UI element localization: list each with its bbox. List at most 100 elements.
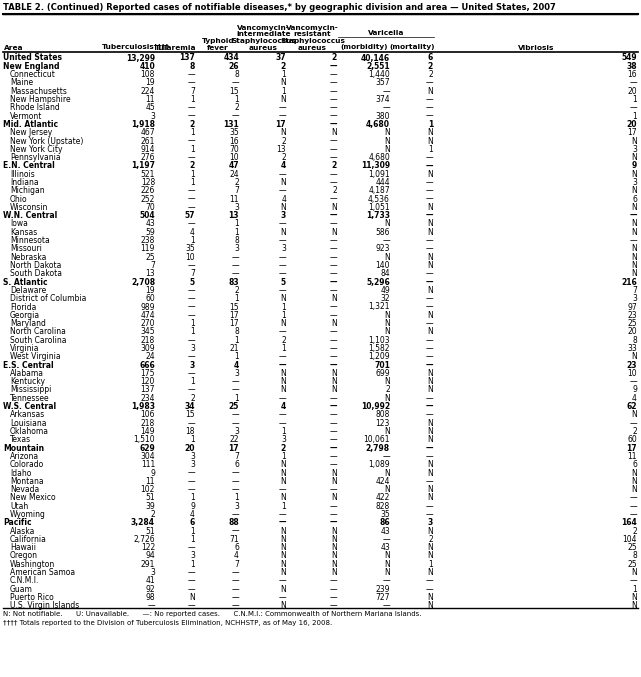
Text: 7: 7 <box>234 560 239 569</box>
Text: 1: 1 <box>190 535 195 544</box>
Text: (morbidity): (morbidity) <box>341 45 388 51</box>
Text: N: N <box>428 385 433 395</box>
Text: —: — <box>426 510 433 519</box>
Text: 1,582: 1,582 <box>369 344 390 353</box>
Text: 43: 43 <box>380 543 390 552</box>
Text: 7: 7 <box>150 261 155 270</box>
Text: Missouri: Missouri <box>10 244 42 253</box>
Text: 15: 15 <box>229 87 239 95</box>
Text: 17: 17 <box>628 128 637 137</box>
Text: 1,091: 1,091 <box>369 170 390 179</box>
Text: 1: 1 <box>190 128 195 137</box>
Text: 37: 37 <box>276 53 286 62</box>
Text: New York (Upstate): New York (Upstate) <box>10 137 83 146</box>
Text: 374: 374 <box>376 95 390 104</box>
Text: 4,680: 4,680 <box>366 120 390 129</box>
Text: 549: 549 <box>621 53 637 62</box>
Text: —: — <box>187 352 195 362</box>
Text: Connecticut: Connecticut <box>10 70 56 79</box>
Text: Maryland: Maryland <box>10 319 46 328</box>
Text: 9: 9 <box>150 468 155 477</box>
Text: N: N <box>331 477 337 486</box>
Text: 2: 2 <box>190 394 195 403</box>
Text: N: N <box>428 203 433 212</box>
Text: N: N <box>631 170 637 179</box>
Text: 13: 13 <box>276 145 286 154</box>
Text: —: — <box>329 137 337 146</box>
Text: —: — <box>187 286 195 295</box>
Text: Vancomycin-
intermediate
Staphylococcus
aureus: Vancomycin- intermediate Staphylococcus … <box>231 25 296 51</box>
Text: Typhoid
fever: Typhoid fever <box>202 38 235 51</box>
Text: —: — <box>383 535 390 544</box>
Text: N: N <box>631 186 637 195</box>
Text: —: — <box>231 418 239 428</box>
Text: 26: 26 <box>228 62 239 71</box>
Text: —: — <box>231 601 239 610</box>
Text: 6: 6 <box>632 460 637 469</box>
Text: 51: 51 <box>146 527 155 536</box>
Text: New England: New England <box>3 62 60 71</box>
Text: 1: 1 <box>632 112 637 121</box>
Text: 3: 3 <box>281 244 286 253</box>
Text: U.S. Virgin Islands: U.S. Virgin Islands <box>10 601 79 610</box>
Text: 137: 137 <box>140 385 155 395</box>
Text: 1: 1 <box>190 494 195 502</box>
Text: 1: 1 <box>190 527 195 536</box>
Text: —: — <box>278 236 286 245</box>
Text: —: — <box>231 527 239 536</box>
Text: 120: 120 <box>140 377 155 386</box>
Text: —: — <box>278 418 286 428</box>
Text: 18: 18 <box>185 427 195 436</box>
Text: N: N <box>631 410 637 419</box>
Text: —: — <box>329 253 337 262</box>
Text: 5,296: 5,296 <box>366 278 390 286</box>
Text: —: — <box>329 70 337 79</box>
Text: —: — <box>329 269 337 278</box>
Text: —: — <box>383 236 390 245</box>
Text: —: — <box>278 410 286 419</box>
Text: —: — <box>329 443 337 453</box>
Text: —: — <box>329 427 337 436</box>
Text: N: N <box>631 253 637 262</box>
Text: —: — <box>329 62 337 71</box>
Text: N: N <box>384 219 390 229</box>
Text: —: — <box>426 269 433 278</box>
Text: —: — <box>278 253 286 262</box>
Text: 5: 5 <box>190 278 195 286</box>
Text: Vancomycin-
resistant
Staphylococcus
aureus: Vancomycin- resistant Staphylococcus aur… <box>280 25 345 51</box>
Text: 3,284: 3,284 <box>131 519 155 527</box>
Text: Indiana: Indiana <box>10 178 38 187</box>
Text: Tuberculosis††††: Tuberculosis†††† <box>102 45 170 51</box>
Text: 6: 6 <box>632 194 637 204</box>
Text: 914: 914 <box>140 145 155 154</box>
Text: 1,051: 1,051 <box>369 203 390 212</box>
Text: 3: 3 <box>150 568 155 577</box>
Text: 467: 467 <box>140 128 155 137</box>
Text: Georgia: Georgia <box>10 311 40 320</box>
Text: Minnesota: Minnesota <box>10 236 50 245</box>
Text: —: — <box>426 502 433 510</box>
Text: —: — <box>187 194 195 204</box>
Text: 504: 504 <box>139 211 155 220</box>
Text: 3: 3 <box>632 145 637 154</box>
Text: 94: 94 <box>146 552 155 561</box>
Text: 17: 17 <box>276 120 286 129</box>
Text: 4: 4 <box>234 361 239 370</box>
Text: —: — <box>329 244 337 253</box>
Text: 3: 3 <box>190 344 195 353</box>
Text: 291: 291 <box>140 560 155 569</box>
Text: 1,197: 1,197 <box>131 161 155 171</box>
Text: —: — <box>426 104 433 112</box>
Text: —: — <box>329 460 337 469</box>
Text: 57: 57 <box>185 211 195 220</box>
Text: 1: 1 <box>190 95 195 104</box>
Text: 1: 1 <box>234 219 239 229</box>
Text: TABLE 2. (Continued) Reported cases of notifiable diseases,* by geographic divis: TABLE 2. (Continued) Reported cases of n… <box>3 3 556 12</box>
Text: 122: 122 <box>141 543 155 552</box>
Text: N: N <box>331 468 337 477</box>
Text: 97: 97 <box>628 303 637 311</box>
Text: Nebraska: Nebraska <box>10 253 46 262</box>
Text: N: N <box>280 468 286 477</box>
Text: —: — <box>629 418 637 428</box>
Text: W.S. Central: W.S. Central <box>3 402 56 411</box>
